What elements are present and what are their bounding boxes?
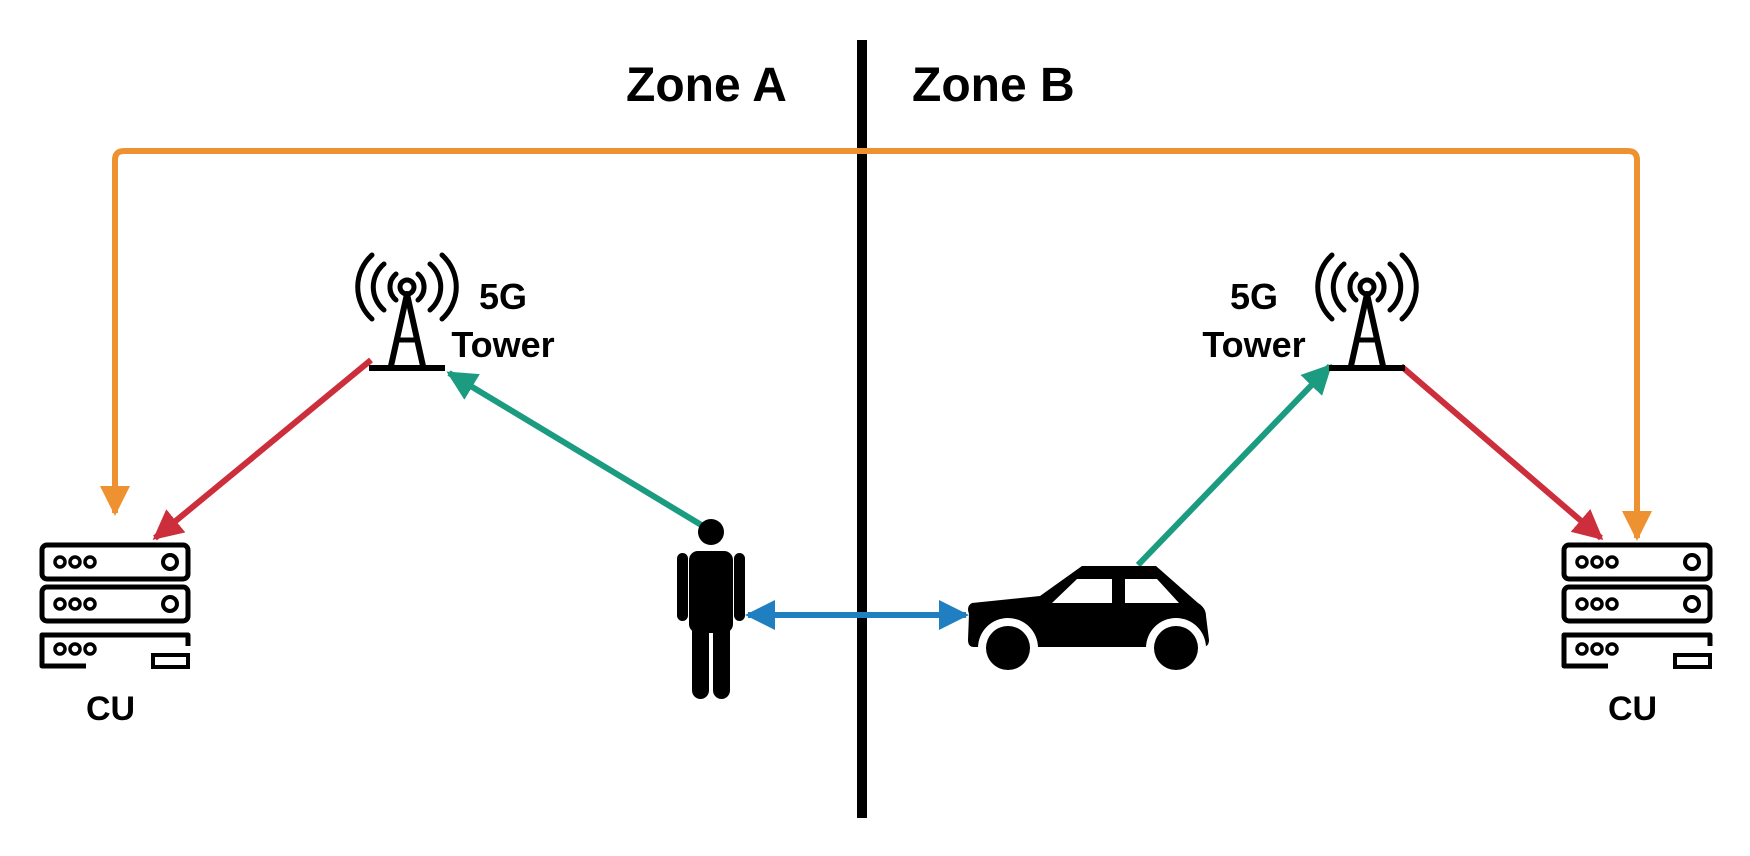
right-tower-label: 5G Tower (1194, 273, 1314, 369)
left-tower-cu-link (152, 357, 373, 541)
left-cu-label: CU (86, 690, 136, 728)
car-tower-link (1135, 363, 1333, 568)
backhaul-link (100, 148, 1652, 541)
person-icon (677, 519, 745, 699)
server-rack-icon (1564, 545, 1710, 667)
right-cu-label: CU (1608, 690, 1658, 728)
left-tower-label: 5G Tower (443, 273, 563, 369)
left-tower-label-line1: 5G (478, 276, 528, 317)
server-rack-icon (42, 545, 188, 667)
right-tower-label-line2: Tower (1202, 324, 1306, 365)
right-tower-label-line1: 5G (1229, 276, 1279, 317)
antenna-tower-icon (358, 255, 457, 368)
person-tower-link (446, 370, 705, 529)
antenna-tower-icon (1318, 255, 1417, 368)
zone-a-label: Zone A (626, 59, 787, 112)
left-tower-label-line2: Tower (451, 324, 555, 365)
zone-b-label: Zone B (912, 59, 1075, 112)
car-icon (968, 566, 1209, 678)
right-tower-cu-link (1399, 363, 1604, 541)
